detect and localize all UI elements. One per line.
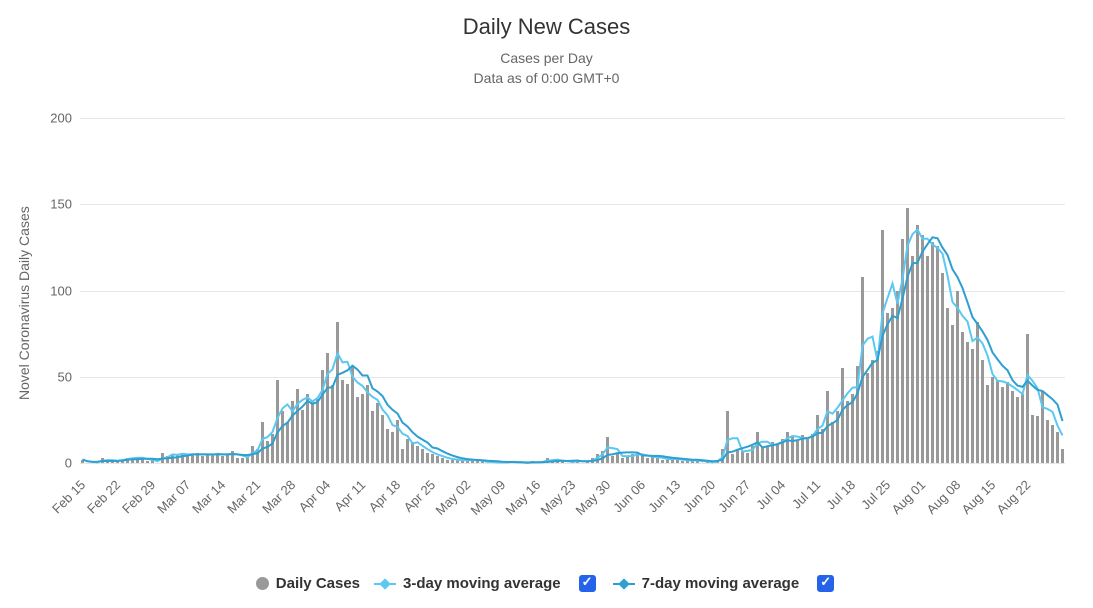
x-tick-label: Jul 11 bbox=[788, 477, 822, 511]
chart-subtitle-1: Cases per Day bbox=[0, 50, 1093, 66]
x-tick-label: Jun 20 bbox=[680, 477, 718, 515]
x-tick-label: May 16 bbox=[502, 477, 543, 518]
y-axis-label: Novel Coronavirus Daily Cases bbox=[16, 206, 32, 400]
x-tick-label: Mar 14 bbox=[189, 477, 228, 516]
x-tick-label: Mar 28 bbox=[259, 477, 298, 516]
legend-label: Daily Cases bbox=[276, 575, 360, 592]
x-tick-label: Jul 18 bbox=[823, 477, 858, 512]
y-tick-label: 50 bbox=[58, 369, 80, 384]
lines-layer bbox=[80, 118, 1065, 463]
y-tick-label: 200 bbox=[50, 111, 80, 126]
legend-swatch-line-icon bbox=[613, 578, 635, 590]
x-tick-label: Jul 25 bbox=[858, 477, 893, 512]
legend-toggle-checkbox[interactable] bbox=[579, 575, 596, 592]
x-tick-label: Mar 07 bbox=[154, 477, 193, 516]
x-tick-label: Feb 29 bbox=[119, 477, 158, 516]
grid-line bbox=[80, 463, 1065, 464]
x-tick-label: Jun 13 bbox=[645, 477, 683, 515]
x-tick-label: Jul 04 bbox=[753, 477, 788, 512]
x-tick-label: Feb 22 bbox=[84, 477, 123, 516]
x-tick-label: Aug 01 bbox=[888, 477, 928, 517]
x-tick-label: Apr 04 bbox=[295, 477, 333, 515]
legend-swatch-bar-icon bbox=[256, 577, 269, 590]
chart-subtitle-2: Data as of 0:00 GMT+0 bbox=[0, 70, 1093, 86]
legend-item: 7-day moving average bbox=[613, 575, 800, 592]
legend-toggle-checkbox[interactable] bbox=[817, 575, 834, 592]
x-tick-label: May 09 bbox=[467, 477, 508, 518]
legend-label: 7-day moving average bbox=[642, 575, 800, 592]
y-tick-label: 150 bbox=[50, 197, 80, 212]
x-tick-label: Jun 06 bbox=[610, 477, 648, 515]
legend-item: Daily Cases bbox=[256, 575, 360, 592]
y-tick-label: 0 bbox=[65, 456, 80, 471]
legend-item: 3-day moving average bbox=[374, 575, 561, 592]
series-line bbox=[83, 237, 1063, 462]
plot-area: 050100150200Feb 15Feb 22Feb 29Mar 07Mar … bbox=[80, 118, 1065, 463]
x-tick-label: Aug 08 bbox=[923, 477, 963, 517]
x-tick-label: Feb 15 bbox=[49, 477, 88, 516]
chart-container: Daily New Cases Cases per Day Data as of… bbox=[0, 0, 1093, 608]
chart-title: Daily New Cases bbox=[0, 14, 1093, 40]
x-tick-label: Mar 21 bbox=[224, 477, 263, 516]
x-tick-label: May 30 bbox=[572, 477, 613, 518]
legend-swatch-line-icon bbox=[374, 578, 396, 590]
series-line bbox=[83, 230, 1063, 464]
x-tick-label: Apr 11 bbox=[331, 477, 368, 514]
x-tick-label: May 23 bbox=[537, 477, 578, 518]
x-tick-label: Apr 25 bbox=[400, 477, 438, 515]
x-tick-label: May 02 bbox=[432, 477, 473, 518]
legend-label: 3-day moving average bbox=[403, 575, 561, 592]
legend: Daily Cases 3-day moving average 7-day mov… bbox=[0, 572, 1093, 595]
x-tick-label: Aug 15 bbox=[958, 477, 998, 517]
x-tick-label: Aug 22 bbox=[993, 477, 1033, 517]
x-tick-label: Jun 27 bbox=[715, 477, 753, 515]
x-tick-label: Apr 18 bbox=[365, 477, 403, 515]
y-tick-label: 100 bbox=[50, 283, 80, 298]
